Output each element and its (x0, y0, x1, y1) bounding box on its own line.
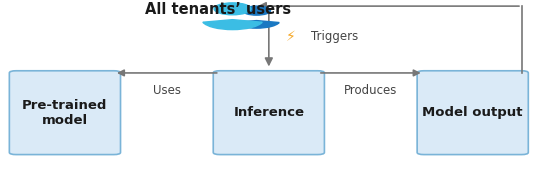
FancyBboxPatch shape (10, 71, 120, 155)
Text: All tenants’ users: All tenants’ users (146, 2, 292, 17)
Text: Inference: Inference (234, 106, 304, 119)
FancyBboxPatch shape (213, 71, 324, 155)
Text: ⚡: ⚡ (286, 30, 295, 44)
Wedge shape (203, 20, 262, 30)
Text: Model output: Model output (422, 106, 523, 119)
Wedge shape (234, 21, 279, 28)
Text: Uses: Uses (153, 84, 181, 98)
Text: Produces: Produces (344, 84, 398, 98)
FancyBboxPatch shape (417, 71, 528, 155)
Text: Triggers: Triggers (311, 30, 358, 43)
Circle shape (242, 6, 270, 15)
Text: Pre-trained
model: Pre-trained model (22, 99, 108, 127)
Circle shape (214, 3, 251, 15)
